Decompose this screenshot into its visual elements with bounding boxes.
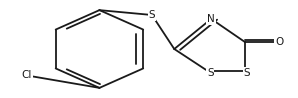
Text: O: O xyxy=(275,37,283,47)
Text: Cl: Cl xyxy=(22,70,32,80)
Text: S: S xyxy=(207,68,214,78)
Text: N: N xyxy=(207,14,215,24)
Text: S: S xyxy=(244,68,250,78)
Text: S: S xyxy=(149,10,155,20)
